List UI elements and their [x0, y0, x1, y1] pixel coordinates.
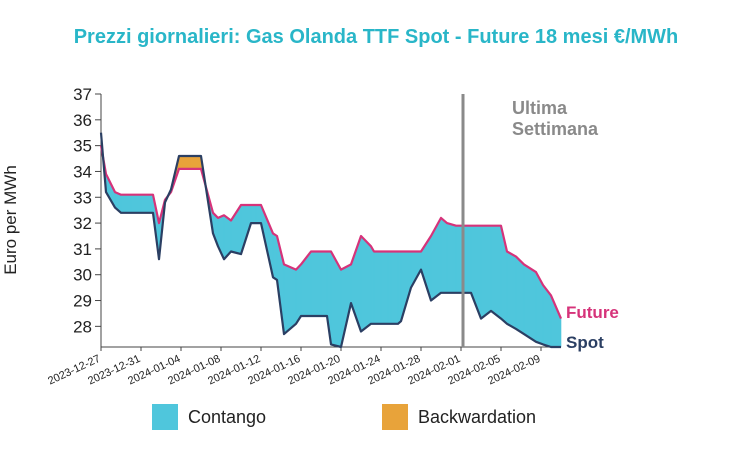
contango-area: [550, 295, 562, 348]
chart-title: Prezzi giornalieri: Gas Olanda TTF Spot …: [73, 26, 679, 48]
contango-area: [390, 251, 399, 325]
spot-series-label: Spot: [566, 333, 604, 352]
contango-area: [440, 217, 448, 294]
y-tick-label: 33: [73, 188, 92, 207]
legend-label-backwardation: Backwardation: [418, 406, 537, 427]
contango-area: [373, 251, 382, 325]
last-week-label-line1: Ultima: [512, 98, 568, 118]
series-line-spot: [99, 132, 561, 349]
contango-area: [387, 251, 392, 325]
legend-item-contango: Contango: [152, 404, 266, 430]
contango-area: [400, 251, 412, 322]
y-tick-label: 35: [73, 137, 92, 156]
contango-area: [130, 194, 142, 214]
future-series-label: Future: [566, 303, 619, 322]
y-tick-label: 30: [73, 266, 92, 285]
contango-area: [515, 255, 525, 335]
contango-area: [140, 194, 152, 214]
legend-swatch-backwardation: [382, 404, 408, 430]
y-tick-label: 37: [73, 85, 92, 104]
contango-area: [506, 250, 517, 330]
legend-swatch-contango: [152, 404, 178, 430]
contango-area: [397, 251, 402, 325]
y-axis-label: Euro per MWh: [1, 165, 20, 275]
contango-area: [410, 251, 422, 289]
y-tick-label: 36: [73, 111, 92, 130]
area-fills: [100, 132, 562, 348]
legend: Contango Backwardation: [0, 404, 752, 434]
last-week-label-line2: Settimana: [512, 119, 599, 139]
backwardation-area: [190, 155, 202, 170]
y-tick-label: 31: [73, 240, 92, 259]
x-axis: 2023-12-272023-12-312024-01-042024-01-08…: [46, 346, 561, 388]
y-axis: 28 29 30 31 32 33 34 35 36 37 Euro per MWh: [1, 85, 102, 347]
y-tick-label: 29: [73, 292, 92, 311]
contango-area: [370, 245, 375, 325]
contango-area: [380, 251, 389, 325]
contango-area: [430, 217, 442, 302]
contango-area: [120, 194, 132, 214]
series-lines: [99, 132, 563, 349]
contango-area: [272, 232, 278, 281]
contango-area: [446, 222, 457, 294]
contango-area: [360, 235, 372, 333]
legend-item-backwardation: Backwardation: [382, 404, 536, 430]
contango-area: [523, 263, 537, 343]
y-tick-label: 34: [73, 162, 92, 181]
backwardation-area: [178, 155, 192, 170]
contango-area: [250, 204, 257, 224]
legend-label-contango: Contango: [188, 406, 267, 427]
y-tick-label: 32: [73, 214, 92, 233]
contango-area: [480, 225, 492, 320]
y-tick-label: 28: [73, 317, 92, 336]
contango-area: [295, 263, 302, 325]
contango-area: [320, 251, 328, 317]
contango-area: [490, 225, 502, 320]
contango-area: [283, 263, 297, 335]
contango-area: [255, 204, 262, 224]
contango-area: [310, 251, 322, 317]
